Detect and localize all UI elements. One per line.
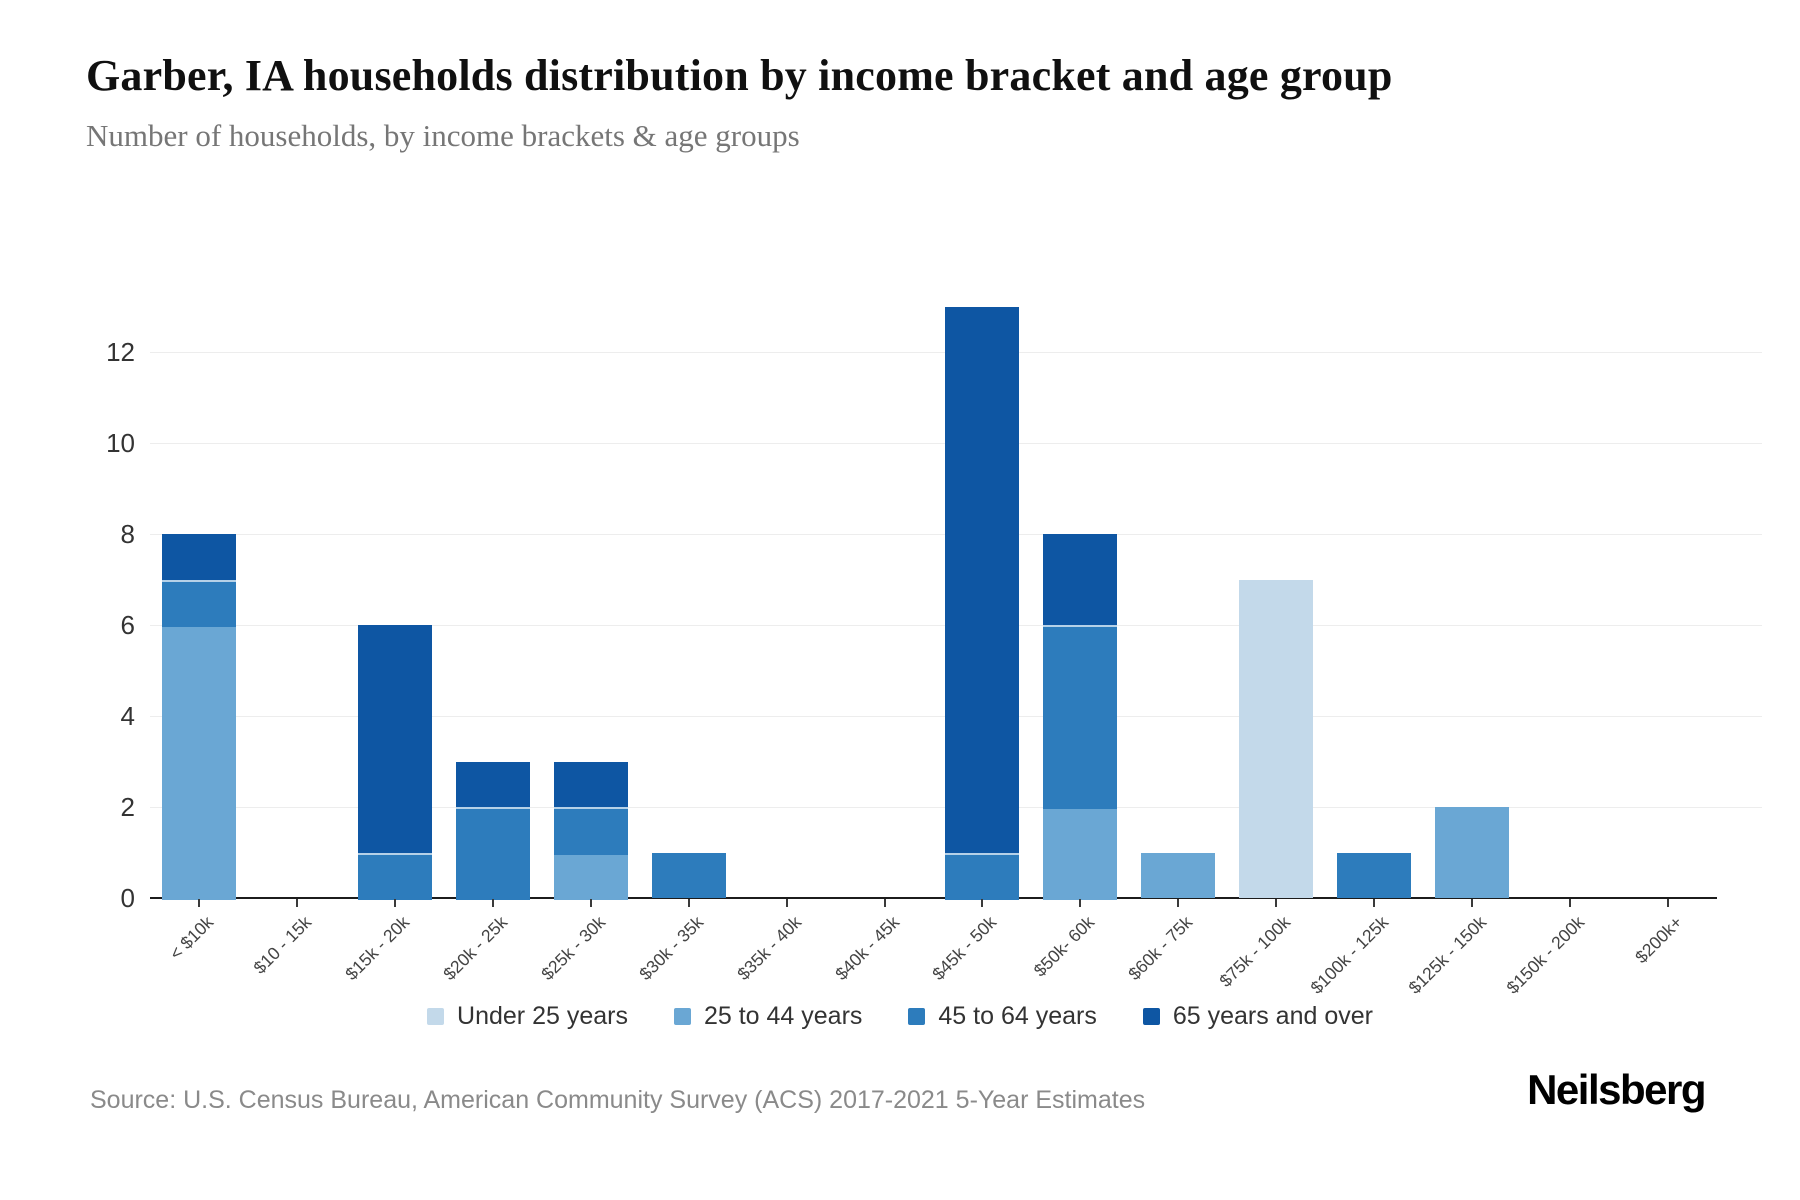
bar-segment[interactable] (357, 852, 432, 900)
x-axis-tick (1079, 899, 1082, 907)
x-axis-category-label: $20k - 25k (438, 912, 511, 984)
legend-item-label: 45 to 64 years (938, 1002, 1097, 1030)
x-axis-tick (883, 899, 886, 907)
x-axis-category-label: $60k - 75k (1124, 912, 1197, 984)
x-axis-category-label: $125k - 150k (1404, 912, 1491, 998)
bar-segment[interactable] (945, 852, 1020, 900)
x-axis-category-label: $25k - 30k (536, 912, 609, 984)
source-text: Source: U.S. Census Bureau, American Com… (90, 1086, 1146, 1114)
x-axis-tick (1667, 899, 1670, 907)
bar-segment[interactable] (553, 852, 628, 900)
x-axis-category-label: $30k - 35k (634, 912, 707, 984)
x-axis-tick (1373, 899, 1376, 907)
chart-subtitle: Number of households, by income brackets… (86, 118, 800, 153)
legend-swatch-icon (908, 1008, 926, 1025)
x-axis-tick (491, 899, 494, 907)
bar-segment[interactable] (945, 306, 1020, 853)
legend-item[interactable]: 65 years and over (1142, 1002, 1373, 1031)
x-axis-category-label: $50k- 60k (1030, 912, 1099, 981)
brand-logo: Neilsberg (1527, 1066, 1706, 1113)
bar-segment[interactable] (161, 625, 236, 900)
x-axis-tick (589, 899, 592, 907)
x-axis-tick (1177, 899, 1180, 907)
x-axis-category-label: $35k - 40k (732, 912, 805, 984)
x-axis-category-label: $10 - 15k (249, 912, 316, 978)
x-axis-category-label: < $10k (165, 912, 218, 964)
legend-item-label: 65 years and over (1172, 1002, 1373, 1030)
legend-swatch-icon (1142, 1008, 1160, 1025)
bar-segment[interactable] (357, 625, 432, 853)
bar-segment[interactable] (455, 761, 530, 807)
bar-segment[interactable] (1141, 852, 1216, 898)
x-axis-tick (981, 899, 984, 907)
bar-segment[interactable] (1239, 579, 1314, 898)
bar-segment[interactable] (1043, 534, 1118, 625)
x-axis-line (150, 897, 1717, 899)
legend: Under 25 years 25 to 44 years 45 to 64 yea… (0, 1002, 1800, 1031)
legend-item-label: 25 to 44 years (703, 1002, 863, 1030)
y-axis-tick-label: 6 (120, 610, 135, 640)
y-axis-tick-label: 4 (120, 701, 135, 731)
bar-segment[interactable] (651, 852, 726, 898)
y-axis-tick-label: 2 (120, 792, 135, 822)
x-axis-category-label: $150k - 200k (1502, 912, 1589, 998)
x-axis-category-label: $40k - 45k (830, 912, 903, 984)
legend-swatch-icon (673, 1008, 691, 1025)
y-axis-tick-label: 10 (106, 428, 135, 458)
bar-segment[interactable] (553, 761, 628, 807)
bar-segment[interactable] (1435, 807, 1510, 898)
bar-segment[interactable] (553, 807, 628, 855)
bar-segment[interactable] (161, 534, 236, 580)
x-axis-category-label: $75k - 100k (1215, 912, 1295, 991)
x-axis-tick (785, 899, 788, 907)
bar-segment[interactable] (1337, 852, 1412, 898)
stacked-bar-chart: 0 2 4 6 8 10 12 < $10k $10 - 15k $15k - 20k $20k -… (106, 306, 1762, 998)
legend-item[interactable]: 45 to 64 years (908, 1002, 1097, 1031)
x-axis-tick (1275, 899, 1278, 907)
bar-segment[interactable] (1043, 625, 1118, 809)
x-axis-category-label: $45k - 50k (928, 912, 1001, 984)
legend-item[interactable]: 25 to 44 years (673, 1002, 863, 1031)
x-axis-tick (1471, 899, 1474, 907)
bar-segment[interactable] (161, 579, 236, 627)
x-axis-category-label: $200k+ (1631, 912, 1687, 968)
x-axis-tick (1569, 899, 1572, 907)
y-axis-tick-label: 12 (106, 337, 135, 367)
bar-segment[interactable] (1043, 807, 1118, 900)
x-axis-tick (295, 899, 298, 907)
legend-item-label: Under 25 years (457, 1002, 628, 1030)
x-axis-tick (197, 899, 200, 907)
x-axis-tick (393, 899, 396, 907)
chart-title: Garber, IA households distribution by in… (86, 51, 1393, 100)
x-axis-category-label: $15k - 20k (341, 912, 413, 984)
bar-segment[interactable] (455, 807, 530, 900)
legend-swatch-icon (427, 1008, 445, 1025)
y-axis-tick-label: 8 (120, 519, 135, 549)
legend-item[interactable]: Under 25 years (427, 1002, 628, 1031)
y-axis-tick-label: 0 (120, 883, 135, 913)
x-axis-tick (687, 899, 690, 907)
x-axis-category-label: $100k - 125k (1306, 912, 1393, 998)
